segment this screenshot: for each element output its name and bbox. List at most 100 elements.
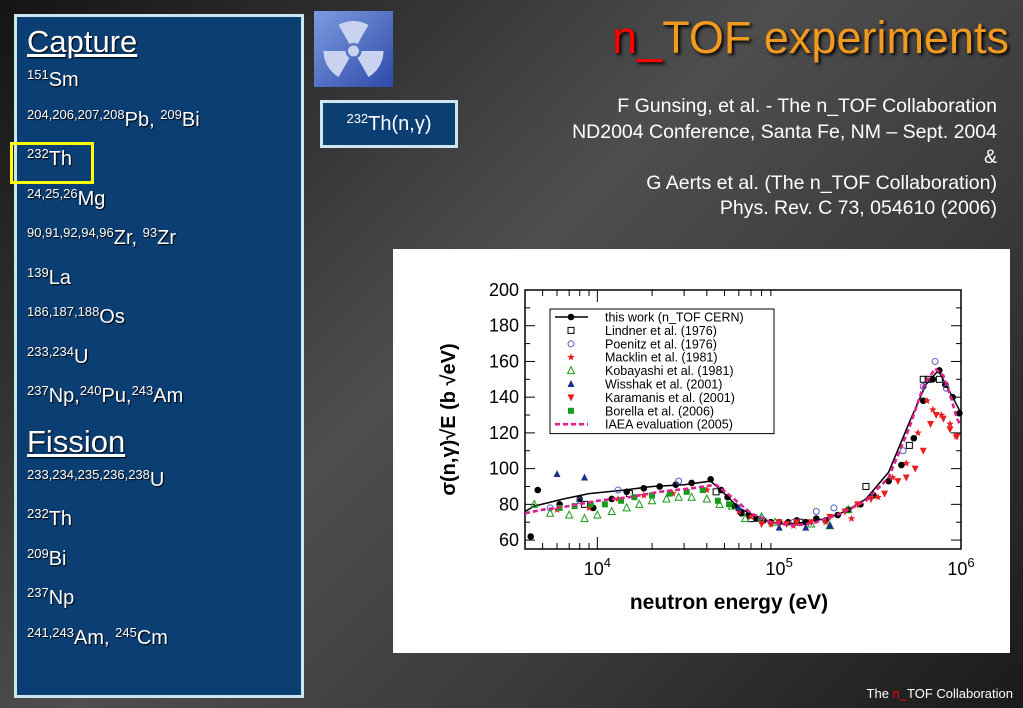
legend-label: Lindner et al. (1976): [605, 324, 717, 338]
data-point: [712, 488, 720, 496]
data-point: [914, 428, 922, 437]
data-point: [567, 340, 575, 348]
element-symbol: Mg: [77, 187, 106, 210]
footer-suffix: TOF Collaboration: [907, 686, 1013, 701]
data-point: [607, 506, 617, 515]
data-point: [910, 434, 918, 442]
data-point: [715, 499, 724, 508]
data-point: [618, 497, 625, 504]
reference-line: F Gunsing, et al. - The n_TOF Collaborat…: [617, 95, 997, 117]
data-point: [905, 441, 913, 449]
legend-label: Macklin et al. (1981): [605, 351, 718, 365]
data-point: [567, 313, 575, 321]
element-symbol: Th: [48, 508, 73, 530]
mass-number: 237: [27, 585, 49, 600]
data-point: [567, 380, 575, 387]
legend-label: Poenitz et al. (1976): [605, 337, 717, 351]
data-point: [775, 523, 783, 531]
data-point: [553, 469, 561, 477]
legend-label: Karamanis et al. (2001): [605, 391, 735, 405]
data-point: [932, 412, 940, 420]
isotope-item: 233,234U: [27, 338, 301, 378]
mass-number: 241,243: [27, 624, 74, 640]
data-point: [924, 375, 932, 383]
data-point: [929, 405, 937, 413]
data-point: [793, 519, 801, 527]
isotope-item: 237Np,240Pu,243Am: [27, 377, 301, 417]
y-tick-label: 120: [489, 423, 519, 443]
y-tick-label: 100: [489, 459, 519, 479]
element-symbol: Pb,: [124, 108, 161, 131]
legend-label: this work (n_TOF CERN): [605, 311, 744, 325]
data-point: [683, 488, 690, 495]
data-point: [946, 419, 954, 428]
reference-line: &: [983, 146, 997, 168]
data-point: [919, 447, 927, 455]
data-point: [826, 521, 834, 529]
data-point: [812, 507, 820, 515]
data-point: [888, 473, 897, 481]
data-point: [726, 501, 733, 508]
element-symbol: Th: [48, 148, 73, 170]
mass-number: 186,187,188: [27, 304, 100, 319]
x-axis-label: neutron energy (eV): [630, 591, 828, 614]
mass-number: 243: [131, 383, 154, 398]
data-point: [821, 518, 830, 526]
data-point: [703, 486, 711, 494]
element-symbol: Am,: [74, 626, 116, 649]
data-point: [672, 481, 680, 488]
isotope-item: 233,234,235,236,238U: [27, 461, 301, 501]
data-point: [675, 477, 683, 485]
data-point: [807, 519, 815, 527]
legend-label: Wisshak et al. (2001): [605, 378, 722, 392]
element-symbol: Zr,: [113, 227, 143, 249]
data-point: [707, 476, 714, 483]
data-point: [956, 409, 963, 417]
data-point: [534, 486, 542, 494]
data-point: [567, 353, 575, 361]
reference-line: G Aerts et al. (The n_TOF Collaboration): [646, 171, 997, 194]
legend-label: Borella et al. (2006): [605, 404, 714, 418]
data-point: [614, 486, 622, 494]
data-point: [580, 513, 589, 523]
data-point: [608, 495, 616, 503]
data-point: [714, 497, 721, 504]
data-point: [666, 490, 673, 497]
data-point: [911, 465, 919, 473]
mass-number: 237: [27, 383, 49, 398]
mass-number: 151: [27, 67, 49, 82]
title-prefix: n_: [612, 12, 663, 63]
mass-number: 233,234: [27, 343, 74, 359]
mass-number: 232: [27, 506, 49, 521]
mass-number: 24,25,26: [27, 185, 78, 201]
data-point: [874, 493, 882, 501]
data-point: [758, 520, 766, 528]
data-point: [656, 483, 663, 490]
element-symbol: Pu,: [101, 385, 132, 407]
data-point: [740, 513, 750, 523]
data-point: [747, 512, 755, 521]
element-symbol: Bi: [48, 547, 67, 570]
data-point: [735, 503, 743, 511]
data-point: [939, 415, 947, 423]
slide-title: n_TOF experiments: [612, 12, 1009, 64]
mass-number: 245: [115, 624, 137, 640]
x-tick-label: 104: [584, 555, 611, 579]
data-point: [587, 501, 594, 508]
mass-number: 233,234,235,236,238: [27, 466, 150, 482]
data-point: [634, 499, 644, 508]
data-point: [601, 501, 608, 508]
isotope-item: 24,25,26Mg: [27, 180, 301, 220]
mass-number: 204,206,207,208: [27, 106, 125, 122]
reaction-mass-number: 232: [346, 111, 369, 126]
footer-credit: The n_TOF Collaboration: [867, 686, 1013, 701]
data-point: [674, 492, 683, 501]
y-tick-label: 80: [499, 494, 519, 514]
data-point: [919, 375, 927, 383]
isotope-item: 232Th: [27, 140, 301, 180]
element-symbol: U: [149, 468, 165, 491]
data-point: [919, 382, 927, 390]
data-point: [564, 509, 574, 519]
data-point: [622, 502, 632, 512]
fission-heading: Fission: [27, 423, 126, 459]
